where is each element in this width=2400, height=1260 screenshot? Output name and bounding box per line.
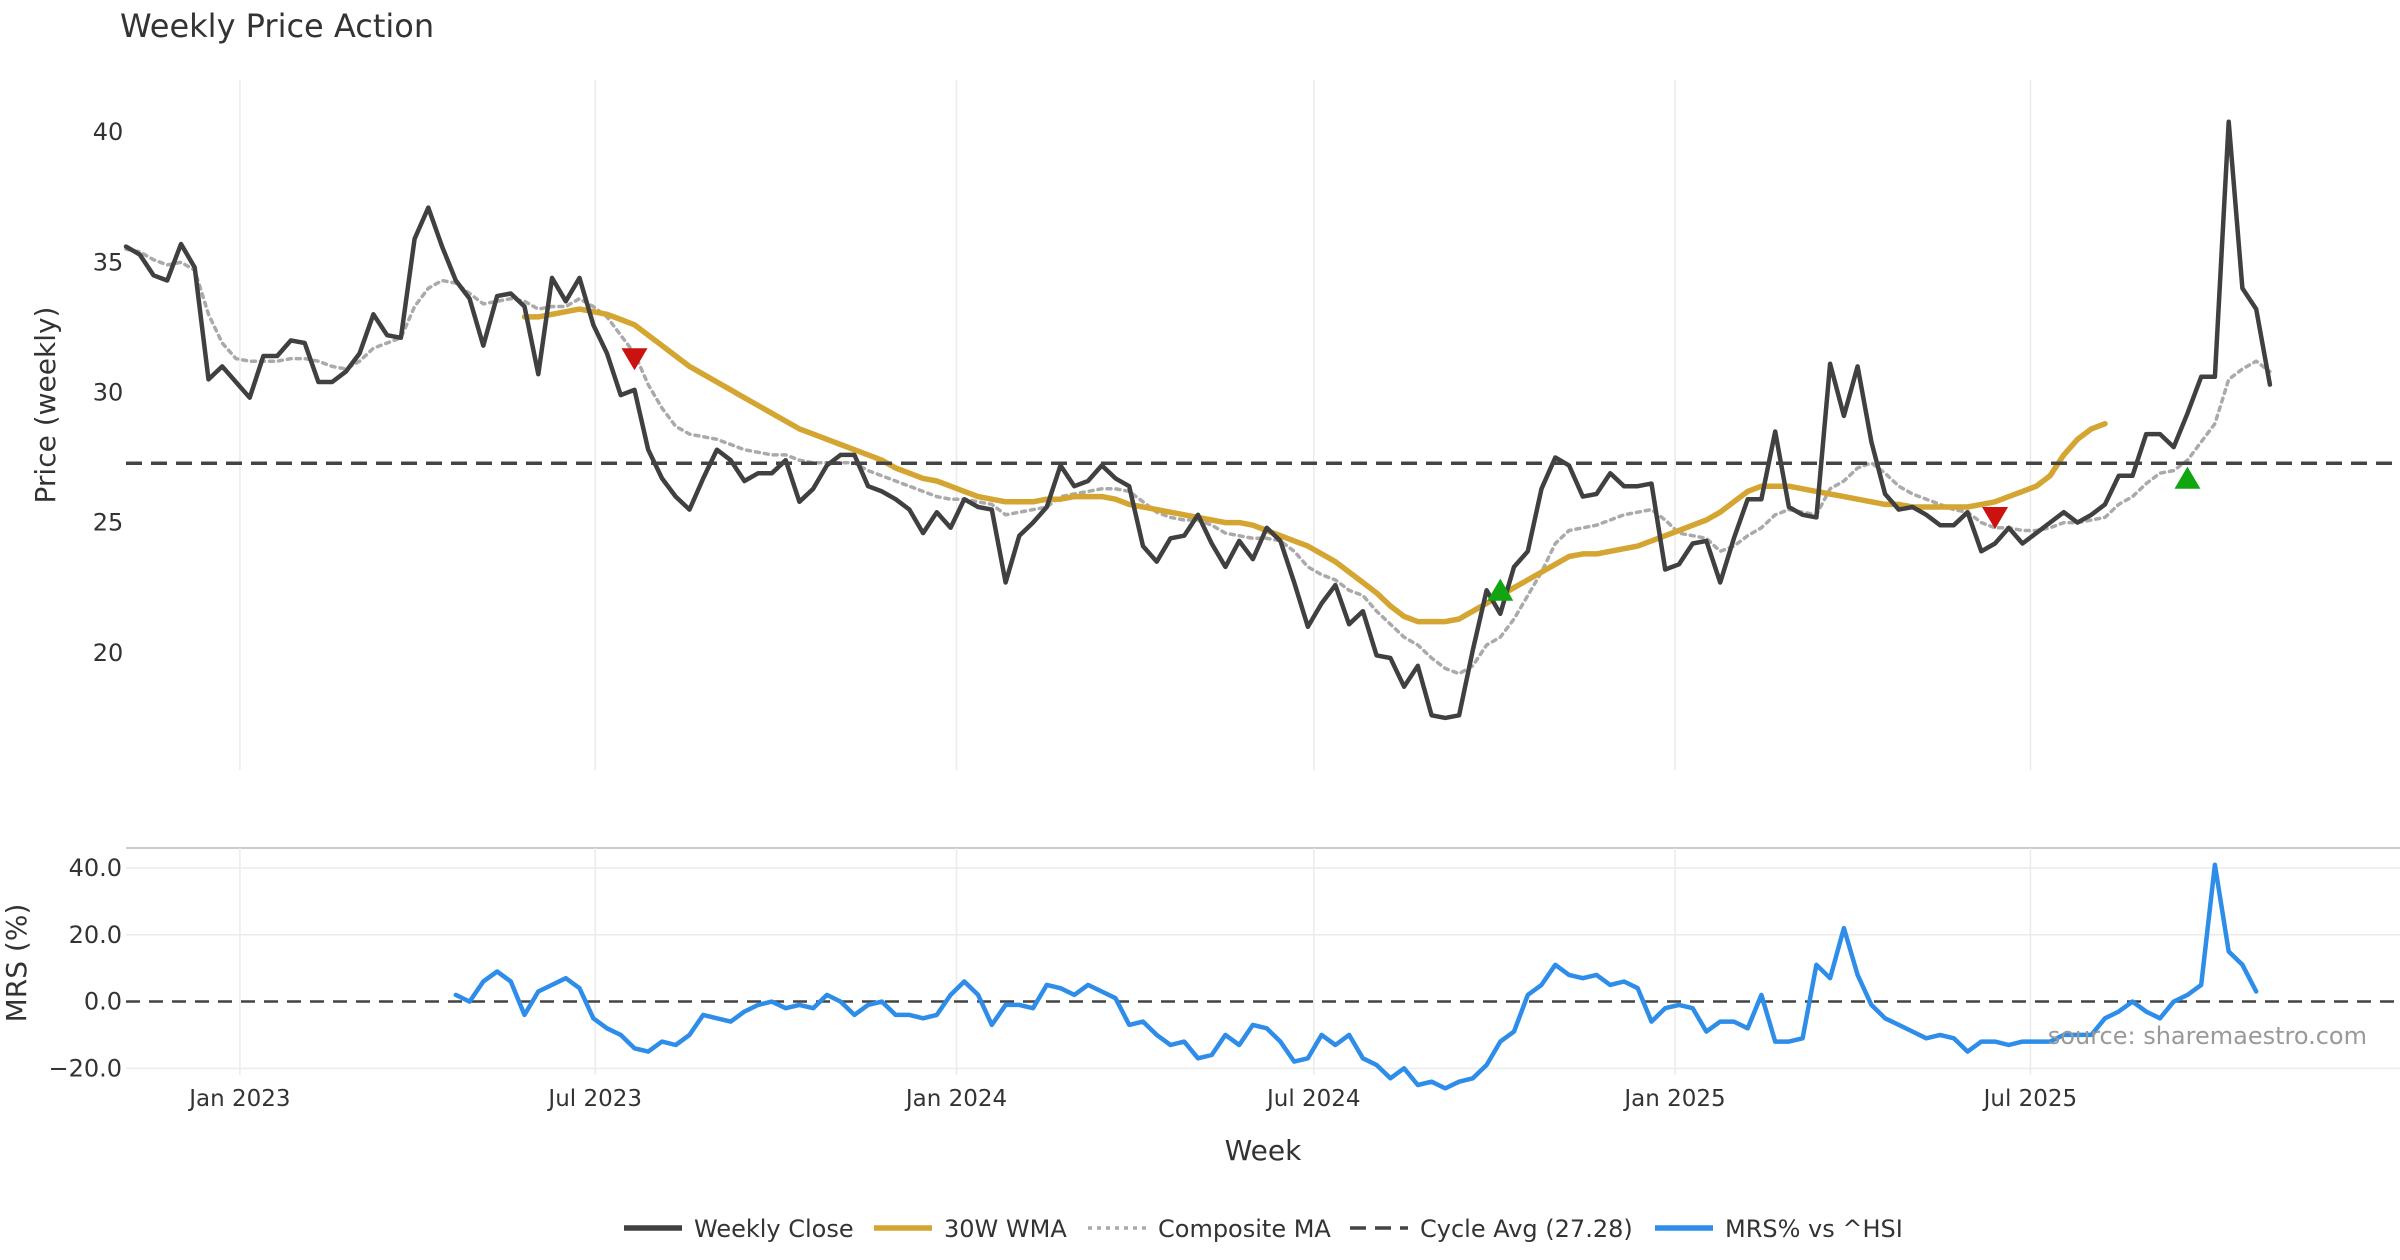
buy-signal-marker — [1487, 578, 1514, 601]
x-tick-label: Jan 2024 — [904, 1086, 1007, 1112]
x-axis-ticks: Jan 2023 Jul 2023 Jan 2024 Jul 2024 Jan 2025… — [187, 1086, 2077, 1112]
x-tick-label: Jul 2023 — [546, 1086, 642, 1112]
mrs-line — [453, 862, 2259, 1091]
legend-label: Weekly Close — [694, 1215, 854, 1243]
mrs-y-tick-label: 20.0 — [69, 921, 122, 949]
price-y-ticks: 20 25 30 35 40 — [93, 118, 124, 667]
x-tick-label: Jan 2025 — [1622, 1086, 1725, 1112]
mrs-y-tick-label: 0.0 — [84, 988, 122, 1016]
mrs-y-tick-label: −20.0 — [48, 1054, 122, 1082]
sell-signal-marker — [621, 348, 648, 371]
mrs-y-ticks: −20.0 0.0 20.0 40.0 — [48, 854, 122, 1082]
x-axis-label: Week — [1225, 1134, 1302, 1167]
legend-item: 30W WMA — [874, 1215, 1067, 1243]
legend-label: 30W WMA — [944, 1215, 1067, 1243]
price-y-tick-label: 20 — [93, 639, 124, 667]
mrs-series — [126, 862, 2400, 1091]
legend-item: MRS% vs ^HSI — [1655, 1215, 1903, 1243]
price-series — [123, 119, 2400, 721]
x-tick-label: Jan 2023 — [187, 1086, 290, 1112]
legend-label: Cycle Avg (27.28) — [1420, 1215, 1633, 1243]
legend-item: Composite MA — [1088, 1215, 1331, 1243]
price-y-tick-label: 25 — [93, 509, 124, 537]
x-tick-label: Jul 2024 — [1265, 1086, 1361, 1112]
price-y-tick-label: 30 — [93, 378, 124, 406]
mrs-grid — [126, 848, 2400, 1075]
weekly-close-line — [123, 119, 2273, 721]
legend-item: Cycle Avg (27.28) — [1350, 1215, 1633, 1243]
legend-item: Weekly Close — [624, 1215, 854, 1243]
price-y-tick-label: 35 — [93, 248, 124, 276]
price-y-axis-label: Price (weekly) — [29, 307, 62, 504]
legend-label: MRS% vs ^HSI — [1725, 1215, 1903, 1243]
x-tick-label: Jul 2025 — [1982, 1086, 2078, 1112]
mrs-y-axis-label: MRS (%) — [0, 904, 33, 1023]
buy-signal-marker — [2174, 466, 2201, 489]
legend: Weekly Close 30W WMA Composite MA Cycle Avg… — [624, 1215, 1903, 1243]
price-y-tick-label: 40 — [93, 118, 124, 146]
sell-signal-marker — [1982, 507, 2009, 530]
price-grid — [239, 80, 2032, 770]
30w-wma-line — [521, 306, 2108, 625]
legend-label: Composite MA — [1158, 1215, 1331, 1243]
mrs-y-tick-label: 40.0 — [69, 854, 122, 882]
composite-ma-line — [124, 247, 2272, 676]
source-annotation: source: sharemaestro.com — [2048, 1022, 2367, 1050]
chart-title: Weekly Price Action — [120, 7, 434, 45]
signal-markers — [621, 348, 2201, 601]
